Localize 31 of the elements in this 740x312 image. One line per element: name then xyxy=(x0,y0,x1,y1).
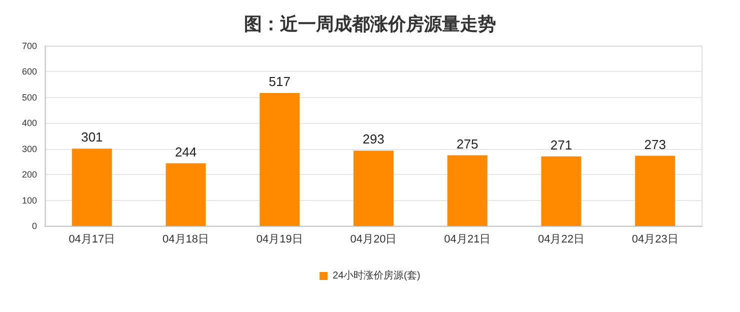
x-tick-label: 04月18日 xyxy=(162,234,210,246)
bar xyxy=(72,148,112,226)
bar xyxy=(166,163,206,226)
x-tick-label: 04月17日 xyxy=(68,234,116,246)
x-tick-label: 04月21日 xyxy=(444,234,491,246)
bar xyxy=(260,93,300,226)
x-tick-label: 04月19日 xyxy=(256,234,303,246)
x-tick-label: 04月20日 xyxy=(350,234,397,246)
y-tick-label: 600 xyxy=(22,66,37,77)
legend-label: 24小时涨价房源(套) xyxy=(332,270,420,282)
data-label: 301 xyxy=(81,130,103,145)
bar xyxy=(635,156,676,226)
data-label: 271 xyxy=(550,137,572,152)
data-label: 517 xyxy=(268,74,290,90)
x-tick-label: 04月22日 xyxy=(538,234,584,246)
bar xyxy=(541,156,582,226)
y-tick-label: 200 xyxy=(22,170,37,180)
x-tick-label: 04月23日 xyxy=(632,234,678,246)
y-tick-label: 700 xyxy=(22,41,37,51)
bar xyxy=(354,150,394,226)
y-tick-label: 100 xyxy=(22,195,37,206)
data-label: 293 xyxy=(362,132,384,147)
chart-title: 图：近一周成都涨价房源量走势 xyxy=(244,14,496,34)
data-label: 275 xyxy=(456,136,478,152)
y-tick-label: 0 xyxy=(32,221,37,231)
y-tick-label: 500 xyxy=(22,92,37,102)
y-tick-label: 400 xyxy=(22,118,37,128)
y-tick-label: 300 xyxy=(22,144,37,154)
data-label: 273 xyxy=(644,136,666,152)
data-label: 244 xyxy=(174,144,197,160)
bar xyxy=(447,155,488,226)
